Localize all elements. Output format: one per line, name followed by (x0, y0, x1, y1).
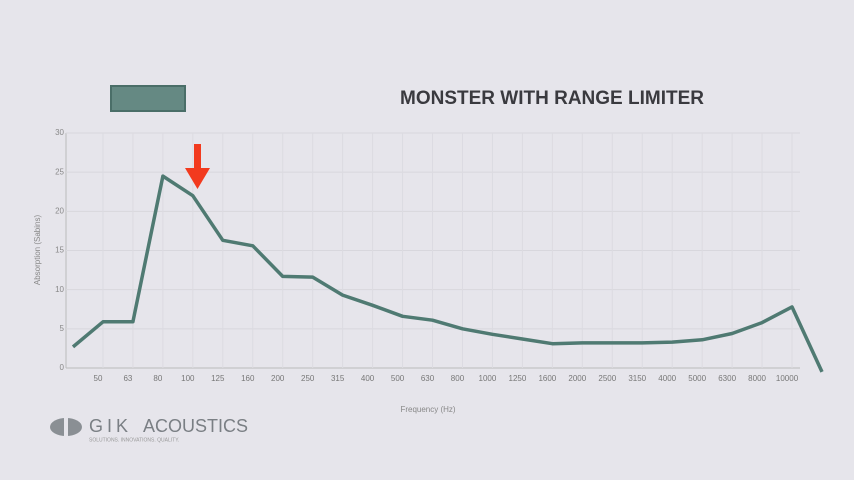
x-tick-label: 80 (153, 374, 162, 383)
x-tick-label: 3150 (628, 374, 646, 383)
x-tick-label: 4000 (658, 374, 676, 383)
annotation-arrow (185, 144, 210, 189)
legend-label: MONSTER WITH RANGE LIMITER (400, 88, 704, 109)
x-tick-label: 100 (181, 374, 195, 383)
x-tick-label: 2500 (598, 374, 616, 383)
x-tick-label: 50 (94, 374, 103, 383)
x-tick-label: 500 (391, 374, 405, 383)
x-tick-label: 2000 (568, 374, 586, 383)
x-tick-label: 400 (361, 374, 375, 383)
logo: GIK ACOUSTICS SOLUTIONS. INNOVATIONS. QU… (50, 416, 248, 443)
y-tick-label: 15 (55, 246, 64, 255)
y-tick-label: 30 (55, 128, 64, 137)
x-tick-label: 1600 (538, 374, 556, 383)
x-tick-label: 250 (301, 374, 315, 383)
logo-name: GIK (89, 416, 132, 436)
y-tick-label: 25 (55, 167, 64, 176)
x-tick-label: 8000 (748, 374, 766, 383)
x-axis-label: Frequency (Hz) (400, 405, 455, 414)
data-line (71, 174, 824, 373)
y-tick-label: 0 (60, 363, 65, 372)
x-tick-label: 800 (451, 374, 465, 383)
x-tick-label: 63 (123, 374, 132, 383)
x-tick-label: 10000 (776, 374, 799, 383)
y-axis-label: Absorption (Sabins) (33, 215, 42, 286)
y-tick-label: 10 (55, 285, 64, 294)
y-tick-label: 5 (60, 324, 65, 333)
x-tick-label: 125 (211, 374, 225, 383)
x-tick-label: 6300 (718, 374, 736, 383)
x-tick-label: 200 (271, 374, 285, 383)
x-tick-label: 160 (241, 374, 255, 383)
legend-swatch (110, 85, 186, 112)
x-tick-label: 1250 (509, 374, 527, 383)
x-tick-label: 1000 (479, 374, 497, 383)
x-tick-label: 5000 (688, 374, 706, 383)
x-tick-label: 315 (331, 374, 345, 383)
logo-word: ACOUSTICS (143, 416, 248, 436)
x-tick-label: 630 (421, 374, 435, 383)
logo-tagline: SOLUTIONS. INNOVATIONS. QUALITY. (89, 437, 179, 443)
y-tick-label: 20 (55, 206, 64, 215)
